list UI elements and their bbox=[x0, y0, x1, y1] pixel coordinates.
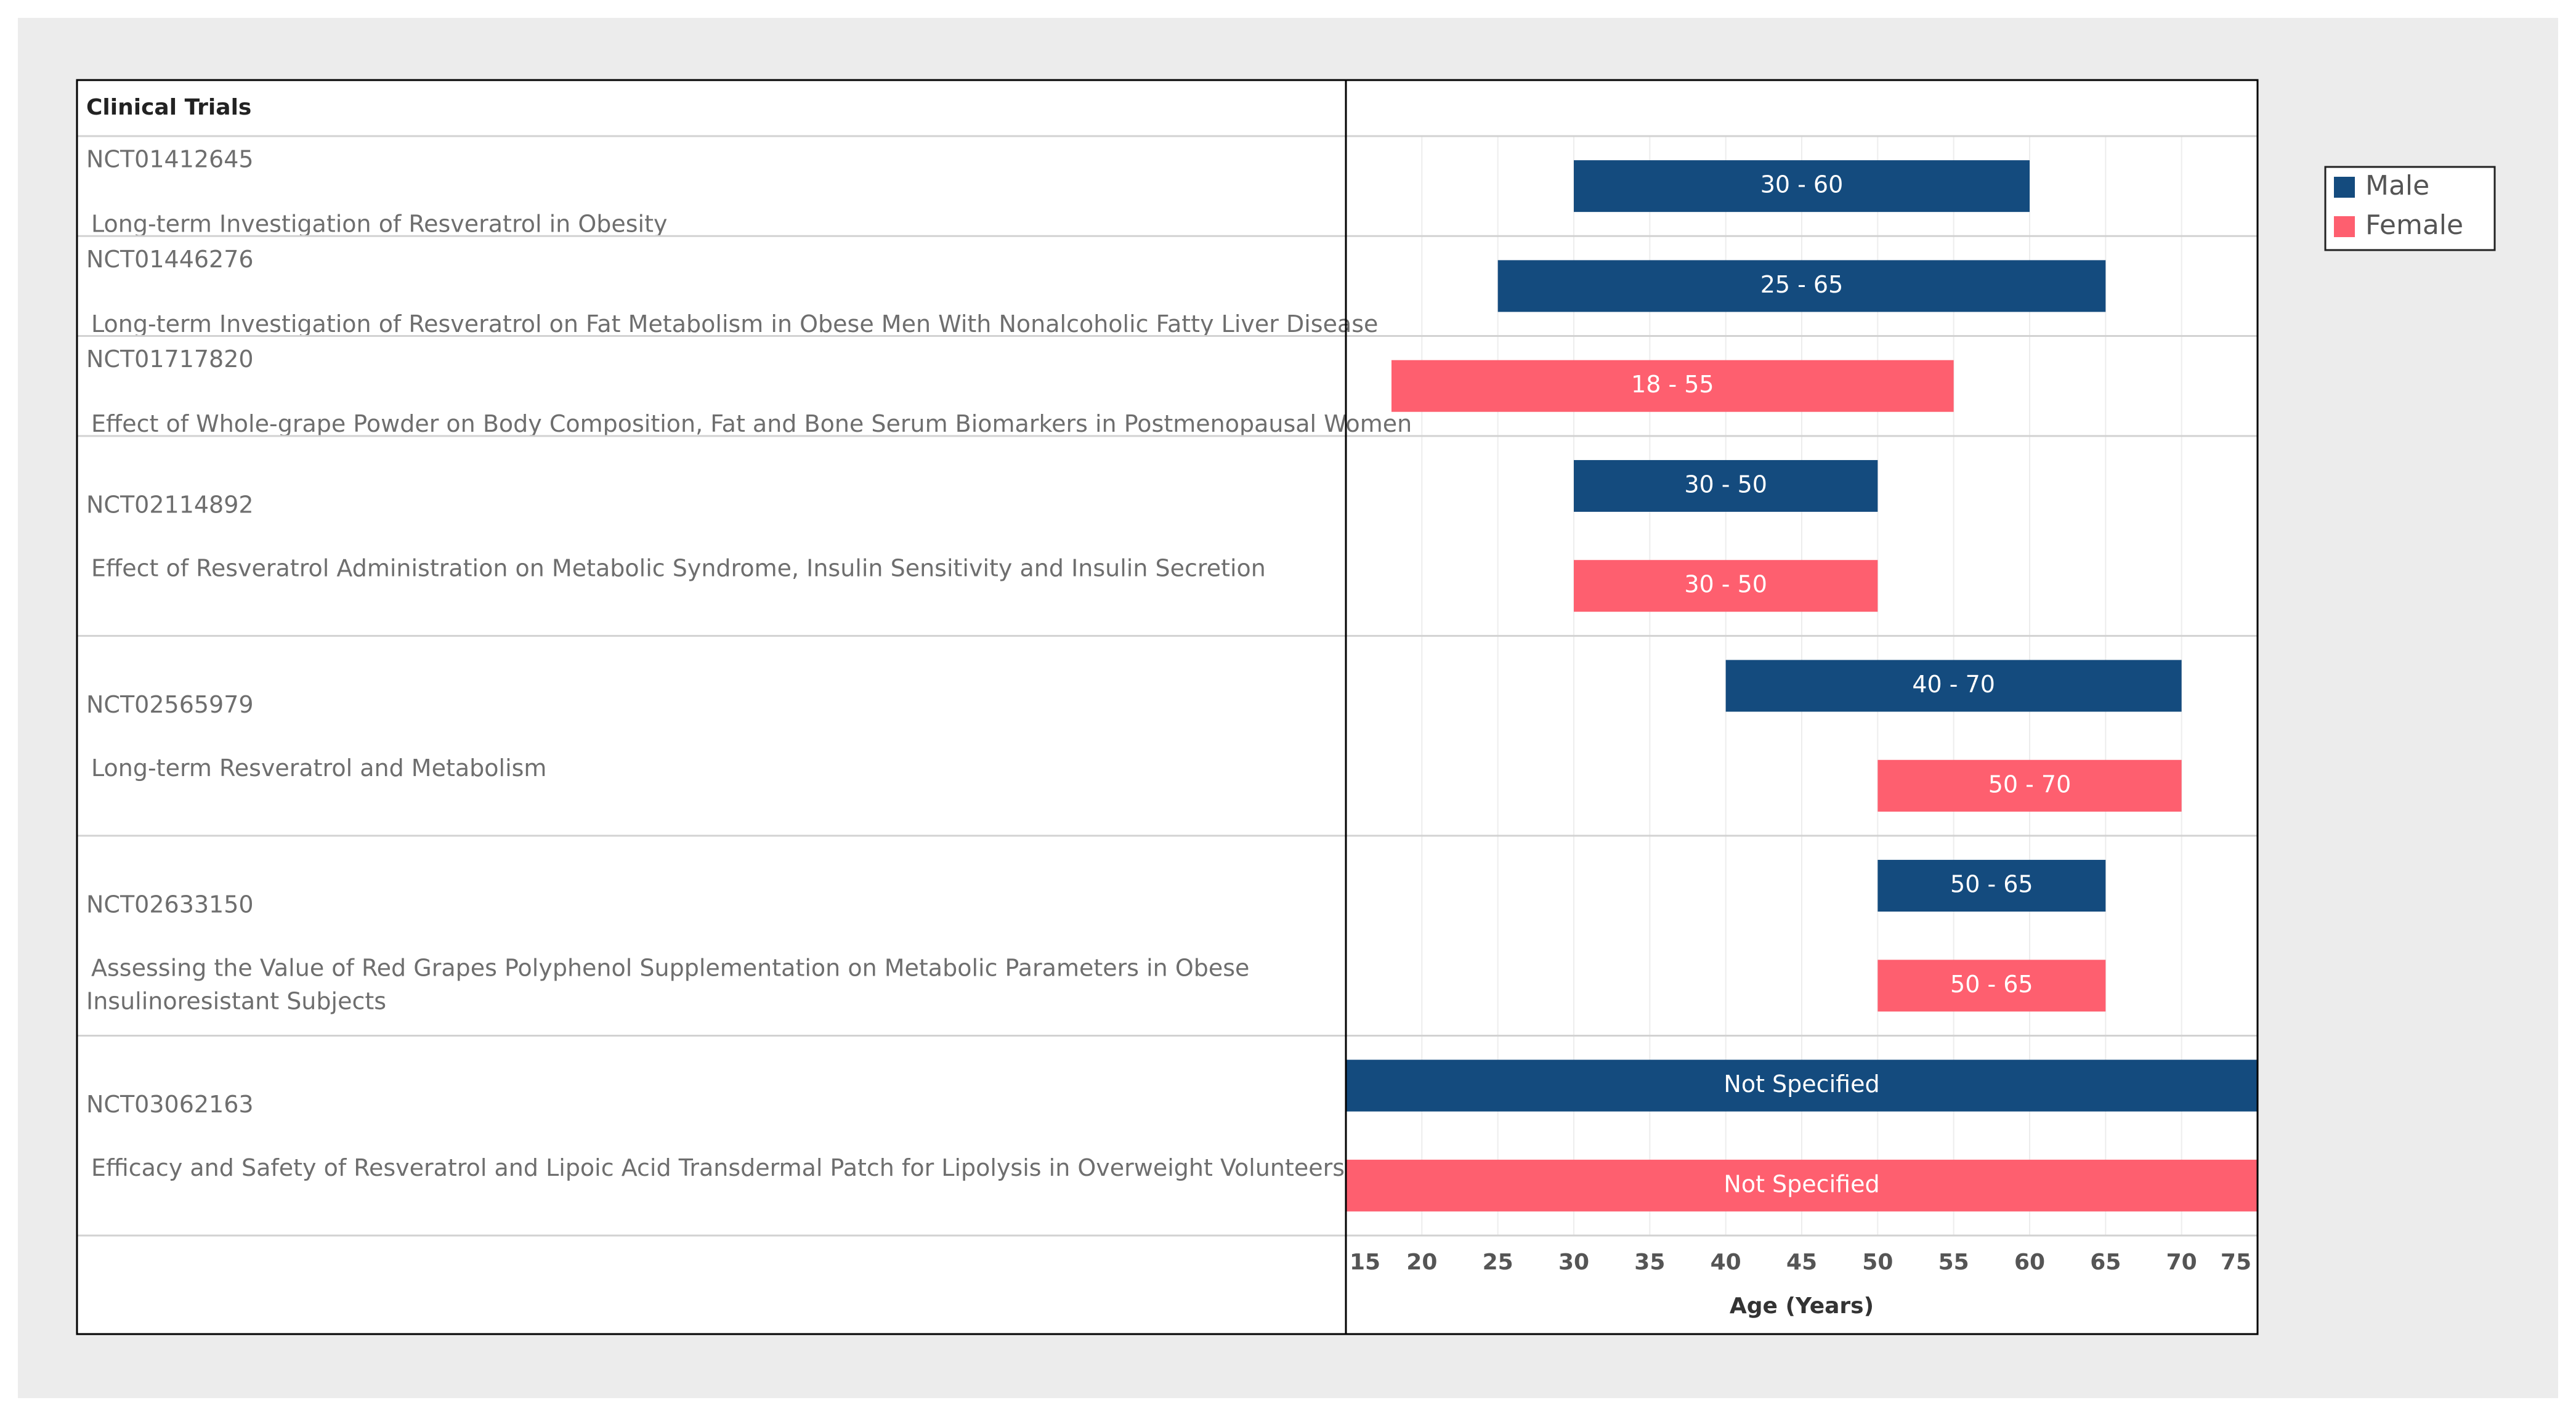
x-tick-label: 30 bbox=[1558, 1250, 1589, 1275]
trial-id: NCT01412645 bbox=[86, 146, 254, 173]
trial-id: NCT02565979 bbox=[86, 691, 254, 718]
legend-swatch-male bbox=[2334, 177, 2355, 198]
trial-id: NCT03062163 bbox=[86, 1091, 254, 1118]
range-bar-female bbox=[1877, 960, 2106, 1012]
table-border bbox=[76, 79, 2259, 1335]
trial-id: NCT01717820 bbox=[86, 346, 254, 373]
bar-label: 50 - 65 bbox=[1950, 871, 2033, 898]
range-bar-female bbox=[1574, 560, 1878, 612]
x-tick-label: 25 bbox=[1483, 1250, 1513, 1275]
bar-label: 50 - 70 bbox=[1988, 771, 2072, 798]
trial-title: Effect of Whole-grape Powder on Body Com… bbox=[91, 410, 1412, 437]
trial-title: Assessing the Value of Red Grapes Polyph… bbox=[91, 955, 1249, 982]
bar-label: 18 - 55 bbox=[1631, 371, 1714, 398]
bar-label: 40 - 70 bbox=[1912, 671, 1995, 698]
bar-label: 30 - 50 bbox=[1684, 571, 1767, 598]
x-tick-label: 70 bbox=[2166, 1250, 2197, 1275]
x-tick-label: 65 bbox=[2090, 1250, 2121, 1275]
range-bar-female bbox=[1391, 360, 1954, 412]
trial-id: NCT02633150 bbox=[86, 891, 254, 918]
bar-label: 25 - 65 bbox=[1760, 271, 1844, 298]
x-tick-label: 15 bbox=[1350, 1250, 1380, 1275]
bar-label: Not Specified bbox=[1723, 1070, 1879, 1098]
x-tick-label: 35 bbox=[1634, 1250, 1665, 1275]
trial-title: Long-term Investigation of Resveratrol o… bbox=[91, 310, 1378, 338]
range-bar-female bbox=[1877, 759, 2182, 812]
x-tick-label: 55 bbox=[1938, 1250, 1969, 1275]
bar-label: 30 - 50 bbox=[1684, 471, 1767, 498]
bar-label: 50 - 65 bbox=[1950, 971, 2033, 998]
bar-label: Not Specified bbox=[1723, 1170, 1879, 1197]
range-bar-male bbox=[1725, 660, 2182, 712]
range-bar-male bbox=[1497, 260, 2106, 312]
x-tick-label: 50 bbox=[1862, 1250, 1893, 1275]
x-axis-title: Age (Years) bbox=[1730, 1293, 1874, 1319]
trial-title: Efficacy and Safety of Resveratrol and L… bbox=[91, 1154, 1345, 1181]
trial-id: NCT01446276 bbox=[86, 246, 254, 273]
trial-id: NCT02114892 bbox=[86, 492, 254, 519]
trial-title: Effect of Resveratrol Administration on … bbox=[91, 555, 1266, 582]
legend-label: Male bbox=[2365, 170, 2429, 201]
legend-label: Female bbox=[2365, 209, 2463, 241]
range-bar-male bbox=[1877, 860, 2106, 912]
x-tick-label: 45 bbox=[1786, 1250, 1817, 1275]
trial-title: Insulinoresistant Subjects bbox=[86, 988, 386, 1015]
bar-label: 30 - 60 bbox=[1760, 171, 1844, 198]
x-tick-label: 20 bbox=[1406, 1250, 1437, 1275]
x-tick-label: 60 bbox=[2014, 1250, 2045, 1275]
trial-title: Long-term Resveratrol and Metabolism bbox=[91, 755, 546, 782]
x-tick-label: 75 bbox=[2221, 1250, 2251, 1275]
legend-swatch-female bbox=[2334, 216, 2355, 237]
table-header: Clinical Trials bbox=[86, 95, 251, 120]
range-bar-male bbox=[1346, 1059, 2258, 1112]
range-bar-female bbox=[1346, 1159, 2258, 1212]
trial-title: Long-term Investigation of Resveratrol i… bbox=[91, 211, 668, 238]
x-tick-label: 40 bbox=[1711, 1250, 1741, 1275]
range-bar-male bbox=[1574, 160, 2030, 212]
range-bar-male bbox=[1574, 459, 1878, 512]
